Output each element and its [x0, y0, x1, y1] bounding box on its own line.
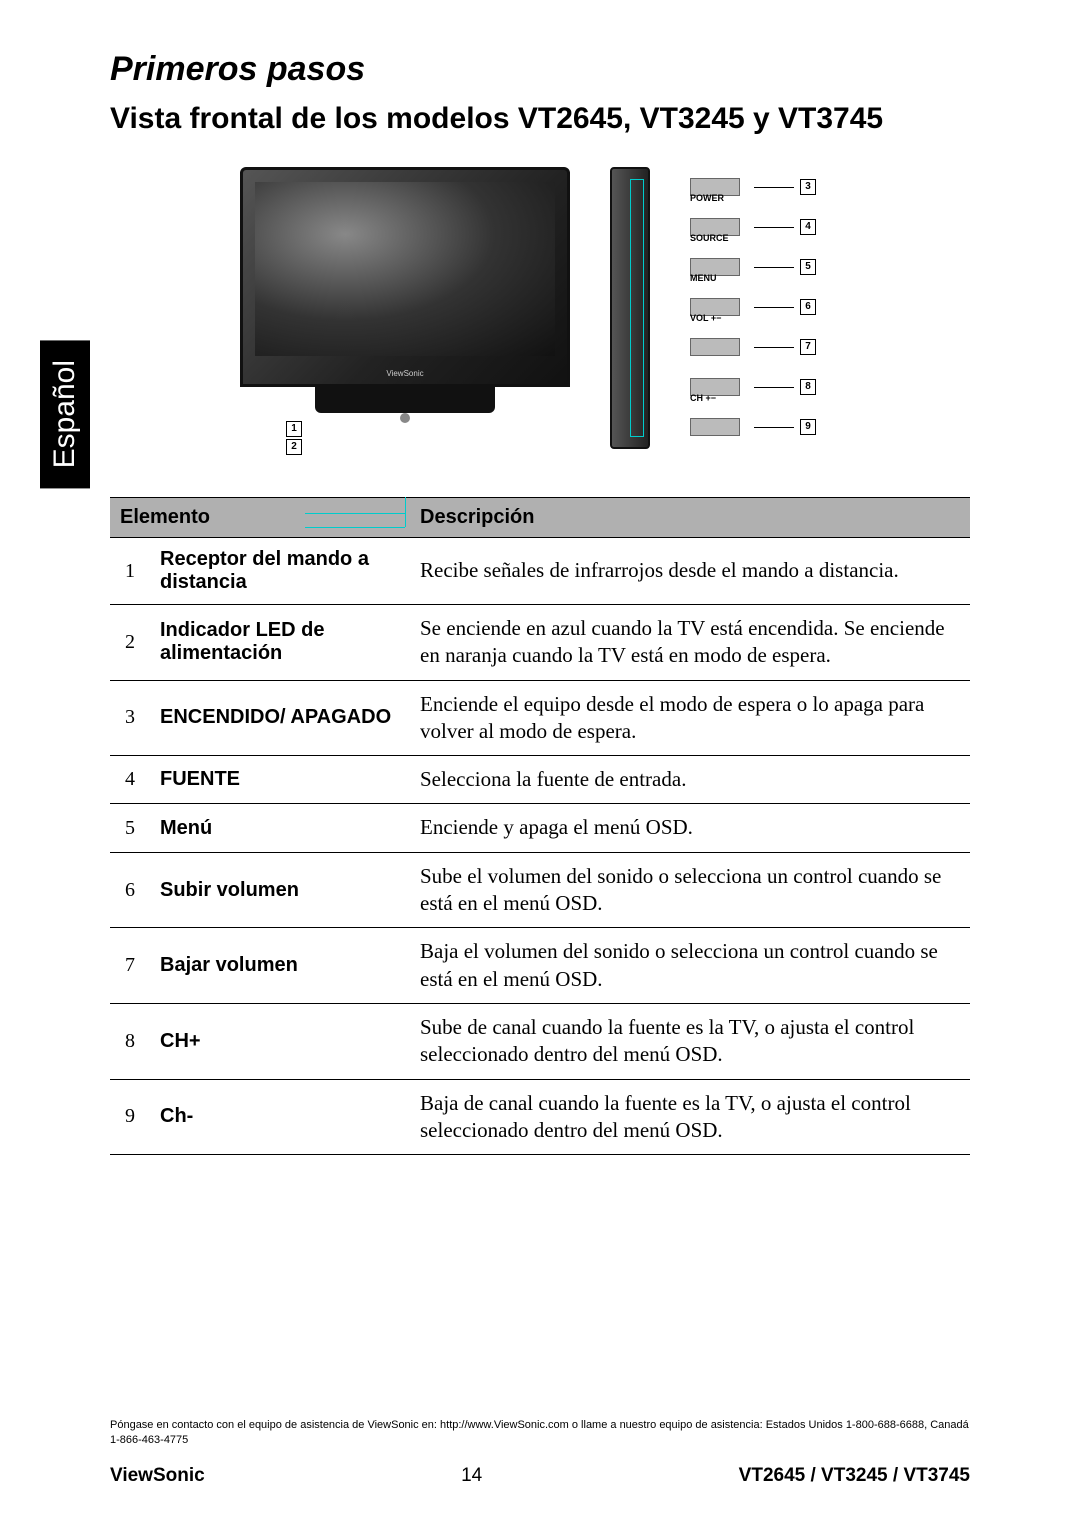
row-desc: Recibe señales de infrarrojos desde el m… — [410, 538, 970, 605]
callout-6: 6 — [800, 299, 816, 315]
table-row: 6Subir volumenSube el volumen del sonido… — [110, 852, 970, 928]
callout-3: 3 — [800, 179, 816, 195]
row-name: FUENTE — [150, 756, 410, 804]
panel-button — [690, 338, 740, 356]
row-name: Receptor del mando a distancia — [150, 538, 410, 605]
row-desc: Enciende el equipo desde el modo de espe… — [410, 680, 970, 756]
footer-brand: ViewSonic — [110, 1465, 205, 1487]
button-row: 9 — [690, 407, 840, 447]
callout-1: 1 — [286, 421, 302, 437]
callout-4: 4 — [800, 219, 816, 235]
description-table: Elemento Descripción 1Receptor del mando… — [110, 497, 970, 1155]
row-desc: Sube el volumen del sonido o selecciona … — [410, 852, 970, 928]
page-number: 14 — [461, 1465, 482, 1487]
footer: ViewSonic 14 VT2645 / VT3245 / VT3745 — [110, 1465, 970, 1487]
callout-2: 2 — [286, 439, 302, 455]
table-row: 4FUENTESelecciona la fuente de entrada. — [110, 756, 970, 804]
button-label: MENU — [690, 273, 717, 283]
row-name: Menú — [150, 804, 410, 852]
row-desc: Selecciona la fuente de entrada. — [410, 756, 970, 804]
row-number: 1 — [110, 538, 150, 605]
callout-7: 7 — [800, 339, 816, 355]
row-number: 9 — [110, 1079, 150, 1155]
table-row: 1Receptor del mando a distanciaRecibe se… — [110, 538, 970, 605]
button-label: POWER — [690, 193, 724, 203]
button-column: 3 POWER 4 SOURCE 5 MENU 6 VOL +− 7 8 CH +− 9 — [690, 167, 840, 457]
table-header-desc: Descripción — [410, 498, 970, 538]
row-number: 5 — [110, 804, 150, 852]
tv-logo: ViewSonic — [386, 369, 423, 378]
footnote: Póngase en contacto con el equipo de asi… — [110, 1418, 970, 1447]
button-label: VOL +− — [690, 313, 721, 323]
row-name: ENCENDIDO/ APAGADO — [150, 680, 410, 756]
page: Primeros pasos Vista frontal de los mode… — [0, 0, 1080, 1527]
row-number: 7 — [110, 928, 150, 1004]
table-row: 9Ch-Baja de canal cuando la fuente es la… — [110, 1079, 970, 1155]
row-name: Subir volumen — [150, 852, 410, 928]
row-number: 4 — [110, 756, 150, 804]
row-name: CH+ — [150, 1003, 410, 1079]
callout-8: 8 — [800, 379, 816, 395]
row-number: 8 — [110, 1003, 150, 1079]
callout-9: 9 — [800, 419, 816, 435]
table-row: 7Bajar volumenBaja el volumen del sonido… — [110, 928, 970, 1004]
row-number: 2 — [110, 605, 150, 681]
row-desc: Baja de canal cuando la fuente es la TV,… — [410, 1079, 970, 1155]
button-label: SOURCE — [690, 233, 729, 243]
table-row: 2Indicador LED de alimentaciónSe enciend… — [110, 605, 970, 681]
row-desc: Sube de canal cuando la fuente es la TV,… — [410, 1003, 970, 1079]
button-row: 7 — [690, 327, 840, 367]
row-desc: Enciende y apaga el menú OSD. — [410, 804, 970, 852]
row-desc: Baja el volumen del sonido o selecciona … — [410, 928, 970, 1004]
row-number: 6 — [110, 852, 150, 928]
row-number: 3 — [110, 680, 150, 756]
row-name: Bajar volumen — [150, 928, 410, 1004]
table-row: 3ENCENDIDO/ APAGADOEnciende el equipo de… — [110, 680, 970, 756]
page-subtitle: Vista frontal de los modelos VT2645, VT3… — [110, 101, 970, 137]
callout-5: 5 — [800, 259, 816, 275]
footer-models: VT2645 / VT3245 / VT3745 — [739, 1465, 970, 1487]
panel-button — [690, 418, 740, 436]
table-header-item: Elemento — [110, 498, 410, 538]
table-row: 5MenúEnciende y apaga el menú OSD. — [110, 804, 970, 852]
tv-side-view — [610, 167, 650, 449]
table-row: 8CH+Sube de canal cuando la fuente es la… — [110, 1003, 970, 1079]
row-name: Ch- — [150, 1079, 410, 1155]
diagram: ViewSonic 1 2 3 POWER 4 SOURCE 5 MENU 6 VOL +− 7… — [110, 167, 970, 457]
row-desc: Se enciende en azul cuando la TV está en… — [410, 605, 970, 681]
section-heading: Primeros pasos — [110, 50, 970, 89]
row-name: Indicador LED de alimentación — [150, 605, 410, 681]
tv-front-view: ViewSonic 1 2 — [240, 167, 570, 457]
button-label: CH +− — [690, 393, 716, 403]
